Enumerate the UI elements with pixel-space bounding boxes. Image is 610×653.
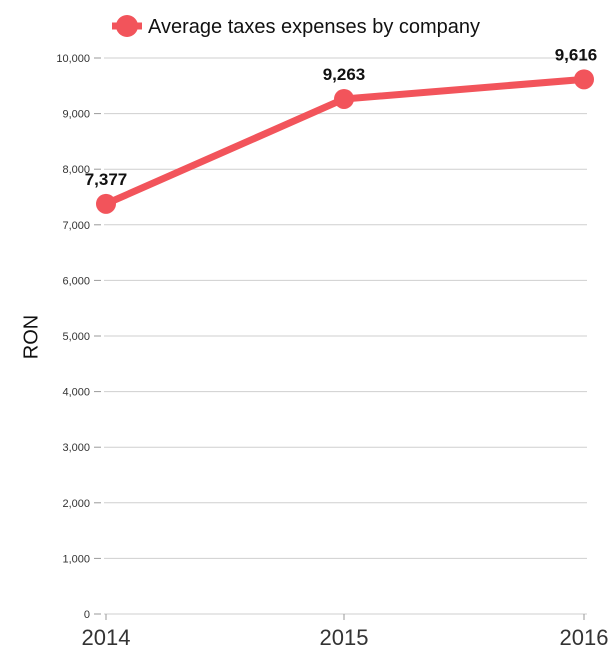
data-point (574, 69, 594, 90)
data-point (334, 88, 354, 109)
y-axis-ticks: 0 1,000 2,000 3,000 4,000 5,000 6,000 7,000 8,00… (56, 53, 90, 621)
x-tick-label: 2015 (320, 625, 369, 650)
y-tick-label: 2,000 (62, 498, 90, 510)
legend: Average taxes expenses by company (112, 15, 480, 38)
x-tick-label: 2016 (560, 625, 609, 650)
legend-label: Average taxes expenses by company (148, 16, 480, 38)
gridlines (94, 57, 587, 615)
x-axis-ticks: 2014 2015 2016 (82, 614, 609, 650)
y-tick-label: 6,000 (62, 275, 90, 287)
y-tick-label: 10,000 (56, 53, 90, 65)
y-tick-label: 8,000 (62, 164, 90, 176)
data-point (96, 193, 116, 214)
series-layer: 7,377 9,263 9,616 (85, 45, 598, 214)
data-label: 9,616 (555, 45, 598, 64)
y-tick-label: 4,000 (62, 387, 90, 399)
y-tick-label: 7,000 (62, 220, 90, 232)
y-tick-label: 3,000 (62, 442, 90, 454)
data-label: 7,377 (85, 170, 128, 189)
y-axis-label: RON (20, 315, 42, 359)
y-tick-label: 0 (84, 609, 90, 621)
y-tick-label: 9,000 (62, 109, 90, 121)
data-label: 9,263 (323, 65, 366, 84)
legend-swatch-marker (116, 15, 138, 37)
y-tick-label: 1,000 (62, 553, 90, 565)
y-tick-label: 5,000 (62, 331, 90, 343)
x-tick-label: 2014 (82, 625, 131, 650)
